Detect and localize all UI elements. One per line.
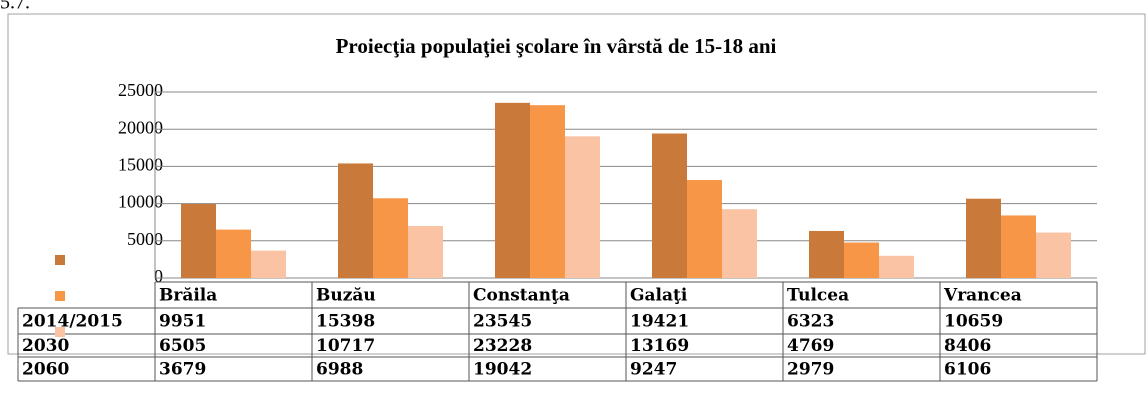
bar bbox=[809, 230, 844, 278]
bar bbox=[844, 242, 879, 278]
table-value: 19042 bbox=[473, 360, 532, 380]
y-tick-label: 0 bbox=[154, 266, 163, 286]
bar bbox=[251, 250, 286, 278]
table-value: 15398 bbox=[316, 312, 375, 332]
table-value: 6106 bbox=[944, 360, 991, 380]
bar bbox=[687, 180, 722, 278]
bar bbox=[966, 198, 1001, 278]
x-tick-label: Brăila bbox=[159, 286, 217, 306]
bar bbox=[495, 102, 530, 279]
x-tick-label: Constanţa bbox=[473, 286, 570, 306]
legend-marker bbox=[55, 327, 65, 337]
y-tick-label: 15000 bbox=[118, 155, 163, 175]
table-value: 10659 bbox=[944, 312, 1003, 332]
table-value: 23228 bbox=[473, 336, 532, 356]
table-value: 8406 bbox=[944, 336, 991, 356]
y-tick-label: 25000 bbox=[118, 80, 163, 100]
bar bbox=[408, 226, 443, 278]
table-value: 6988 bbox=[316, 360, 363, 380]
legend-label: 2030 bbox=[22, 336, 69, 356]
table-value: 4769 bbox=[787, 336, 834, 356]
bar bbox=[373, 198, 408, 278]
y-tick-label: 5000 bbox=[127, 229, 163, 249]
table-value: 13169 bbox=[630, 336, 689, 356]
x-tick-label: Tulcea bbox=[787, 286, 849, 306]
x-tick-label: Buzău bbox=[316, 286, 376, 306]
table-value: 6505 bbox=[159, 336, 206, 356]
bar bbox=[1001, 215, 1036, 278]
bar bbox=[722, 209, 757, 278]
table-value: 9951 bbox=[159, 312, 206, 332]
legend-marker bbox=[55, 255, 65, 265]
table-value: 19421 bbox=[630, 312, 689, 332]
bar bbox=[879, 255, 914, 278]
bar bbox=[652, 133, 687, 278]
x-tick-label: Vrancea bbox=[943, 286, 1022, 306]
x-tick-label: Galaţi bbox=[630, 286, 688, 306]
table-value: 2979 bbox=[787, 360, 834, 380]
bar bbox=[216, 229, 251, 278]
table-value: 23545 bbox=[473, 312, 532, 332]
legend-label: 2060 bbox=[22, 360, 69, 380]
bar bbox=[565, 136, 600, 278]
legend-marker bbox=[55, 291, 65, 301]
table-value: 10717 bbox=[316, 336, 375, 356]
bar bbox=[1036, 232, 1071, 278]
legend-label: 2014/2015 bbox=[22, 312, 123, 332]
table-value: 3679 bbox=[159, 360, 206, 380]
top-text: 5.7. bbox=[0, 0, 30, 14]
bar bbox=[338, 163, 373, 278]
chart-frame bbox=[7, 13, 1146, 355]
y-tick-label: 10000 bbox=[118, 192, 163, 212]
y-tick-label: 20000 bbox=[118, 117, 163, 137]
table-value: 9247 bbox=[630, 360, 677, 380]
bar bbox=[181, 203, 216, 278]
bar bbox=[530, 105, 565, 278]
table-value: 6323 bbox=[787, 312, 834, 332]
chart-title: Proiecţia populaţiei şcolare în vârstă d… bbox=[336, 34, 777, 58]
